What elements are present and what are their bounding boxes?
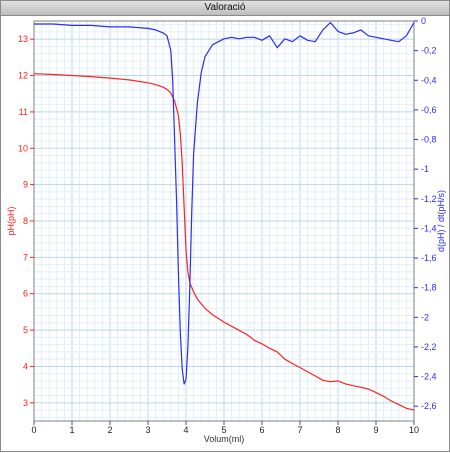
x-tick-label: 5 [221, 425, 226, 435]
x-tick-label: 1 [69, 425, 74, 435]
series-layer [33, 21, 415, 411]
right-tick-label: -0,8 [421, 135, 437, 145]
right-tick-label: -0,4 [421, 75, 437, 85]
tick-layer: 0 1 2 3 4 5 6 7 8 9 103456789101112130-0,2-0,4-0,6… [18, 16, 437, 435]
x-axis-title: Volum(ml) [204, 434, 245, 444]
derivative-series-line [34, 21, 415, 385]
ph-series-line [33, 73, 415, 411]
left-tick-label: 9 [23, 180, 28, 190]
x-tick-label: 2 [107, 425, 112, 435]
left-tick-label: 13 [18, 34, 28, 44]
right-tick-label: -2,6 [421, 401, 437, 411]
right-tick-label: -1,6 [421, 253, 437, 263]
left-tick-label: 5 [23, 325, 28, 335]
right-tick-label: -2,4 [421, 372, 437, 382]
right-tick-label: 0 [421, 16, 426, 26]
x-tick-label: 10 [409, 425, 419, 435]
right-tick-label: -1,8 [421, 283, 437, 293]
x-tick-label: 7 [297, 425, 302, 435]
right-axis-title: d(pH) / dt(pH/s) [436, 190, 446, 252]
left-tick-label: 12 [18, 71, 28, 81]
left-tick-label: 10 [18, 143, 28, 153]
x-tick-label: 9 [373, 425, 378, 435]
grid [33, 21, 415, 421]
left-tick-label: 4 [23, 361, 28, 371]
x-tick-label: 6 [259, 425, 264, 435]
left-tick-label: 11 [19, 107, 28, 117]
left-axis-title: pH(pH) [6, 206, 16, 235]
right-tick-label: -1 [421, 164, 429, 174]
right-tick-label: -2 [421, 312, 429, 322]
left-tick-label: 6 [23, 289, 28, 299]
left-tick-label: 3 [23, 398, 28, 408]
right-tick-label: -1,4 [421, 223, 437, 233]
right-tick-label: -0,2 [421, 46, 437, 56]
window-title: Valoració [1, 1, 449, 16]
left-tick-label: 7 [23, 252, 28, 262]
right-tick-label: -2,2 [421, 342, 437, 352]
x-tick-label: 0 [31, 425, 36, 435]
left-tick-label: 8 [23, 216, 28, 226]
x-tick-label: 8 [335, 425, 340, 435]
right-tick-label: -1,2 [421, 194, 437, 204]
right-tick-label: -0,6 [421, 105, 437, 115]
x-tick-label: 3 [145, 425, 150, 435]
x-tick-label: 4 [183, 425, 188, 435]
